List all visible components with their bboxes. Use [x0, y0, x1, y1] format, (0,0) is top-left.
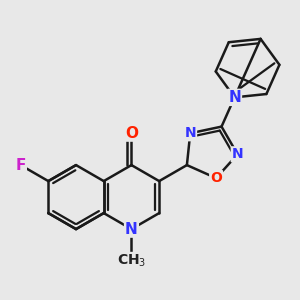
Text: N: N [184, 126, 196, 140]
Text: CH$_3$: CH$_3$ [117, 253, 146, 269]
Text: F: F [15, 158, 26, 172]
Text: N: N [228, 90, 241, 105]
Text: N: N [232, 147, 243, 161]
Text: O: O [125, 126, 138, 141]
Text: O: O [210, 171, 222, 185]
Text: N: N [125, 222, 138, 237]
